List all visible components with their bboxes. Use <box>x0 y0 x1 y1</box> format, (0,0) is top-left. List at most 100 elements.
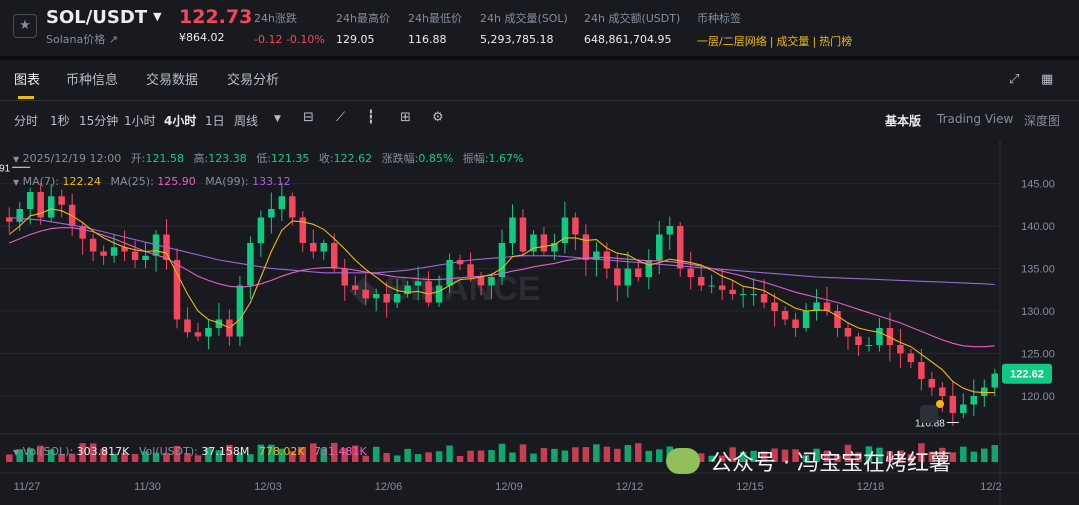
open-value: 121.58 <box>145 152 184 165</box>
volume-bar <box>320 448 328 462</box>
stat-24h-change: 24h涨跌 -0.12 -0.10% <box>254 10 325 46</box>
candle-date: 2025/12/19 12:00 <box>22 152 122 165</box>
volume-bar <box>897 450 904 462</box>
interval-line[interactable]: 分时 <box>14 114 39 128</box>
caret-down-icon: ▼ <box>153 10 162 23</box>
volume-bar <box>614 448 621 462</box>
volume-bar <box>530 453 537 462</box>
stat-24h-volume: 24h 成交量(SOL) 5,293,785.18 <box>480 10 568 46</box>
candle-body <box>614 268 621 286</box>
candle-body <box>289 196 296 218</box>
tab-chart[interactable]: 图表 <box>14 69 40 99</box>
volume-bar <box>456 455 464 462</box>
candle-body <box>928 379 936 388</box>
expand-icon[interactable]: ⤢ <box>1009 72 1020 87</box>
interval-15m[interactable]: 15分钟 <box>79 114 119 128</box>
stat-value: 129.05 <box>336 33 375 46</box>
chart-type-icon[interactable]: ⟋ <box>336 110 346 125</box>
candle-body <box>89 238 97 252</box>
candle-body <box>16 209 23 222</box>
volume-bar <box>708 455 715 462</box>
volume-bar <box>834 455 841 462</box>
star-icon[interactable]: ★ <box>13 14 37 38</box>
volume-bar <box>572 447 579 462</box>
candlestick-chart[interactable]: 145.00 140.00 135.00 130.00 125.00 120.00 ◆ BI… <box>0 140 1079 505</box>
candle-body <box>771 302 778 311</box>
volume-bar <box>718 455 726 462</box>
candle-body <box>676 226 684 269</box>
volume-bar <box>918 443 925 462</box>
candle-body <box>802 311 810 328</box>
tab-trading-analysis[interactable]: 交易分析 <box>227 73 280 88</box>
candle-body <box>247 243 254 286</box>
stat-24h-high: 24h最高价 129.05 <box>336 10 390 46</box>
candle-body <box>205 328 212 337</box>
candle-body <box>362 289 369 299</box>
symbol-selector[interactable]: SOL/USDT ▼ <box>46 7 162 28</box>
interval-1s[interactable]: 1秒 <box>50 114 70 128</box>
interval-4h[interactable]: 4小时 <box>164 114 197 128</box>
caret-down-icon[interactable]: ▼ <box>13 155 20 164</box>
candle-body <box>949 396 957 413</box>
candle-body <box>739 294 747 295</box>
amplitude-value: 1.67% <box>488 152 524 165</box>
volume-bar <box>247 454 254 462</box>
drawing-tools-icon[interactable]: ⊞ <box>400 110 411 125</box>
volume-bar <box>404 448 411 462</box>
candle-style-icon[interactable]: ┇ <box>367 110 375 125</box>
candle-body <box>446 260 453 286</box>
ma25-value: 125.90 <box>157 175 196 188</box>
interval-1w[interactable]: 周线 <box>234 114 259 128</box>
volume-bar <box>771 448 778 462</box>
stat-label: 币种标签 <box>697 12 741 25</box>
volume-bar <box>152 452 160 462</box>
candle-body <box>393 294 401 303</box>
volume-bar <box>435 451 443 462</box>
candle-body <box>687 268 694 277</box>
tag-volume[interactable]: 成交量 <box>776 35 810 48</box>
candle-body <box>372 294 380 299</box>
volume-bar <box>425 452 432 462</box>
candle-body <box>865 345 873 346</box>
caret-down-icon[interactable]: ▼ <box>13 178 20 187</box>
view-depth[interactable]: 深度图 <box>1024 114 1061 128</box>
indicator-icon[interactable]: ⊟ <box>303 110 314 125</box>
candle-body <box>184 319 191 333</box>
candle-body <box>886 328 894 345</box>
layout-grid-icon[interactable]: ▦ <box>1041 72 1054 87</box>
tag-hot[interactable]: 热门榜 <box>819 35 853 48</box>
view-tradingview[interactable]: Trading View <box>937 112 1014 126</box>
settings-gear-icon[interactable]: ⚙ <box>432 110 444 125</box>
candle-body <box>509 217 516 243</box>
view-basic[interactable]: 基本版 <box>885 114 922 128</box>
volume-bar <box>697 453 705 462</box>
volume-bar <box>760 451 768 462</box>
candle-body <box>530 234 537 252</box>
volume-bar <box>310 443 317 462</box>
vol-usdt-value: 37.158M <box>201 445 250 458</box>
volume-bar <box>561 450 569 462</box>
caret-down-icon[interactable]: ▼ <box>13 448 20 457</box>
volume-bar <box>855 452 862 462</box>
coin-price-link[interactable]: Solana价格 ↗ <box>46 33 118 46</box>
tab-coin-info[interactable]: 币种信息 <box>66 73 119 88</box>
ma25-label: MA(25): <box>110 175 154 188</box>
tag-network[interactable]: 一层/二层网络 <box>697 35 767 48</box>
interval-1d[interactable]: 1日 <box>205 114 225 128</box>
stat-24h-low: 24h最低价 116.88 <box>408 10 462 46</box>
candle-body <box>551 243 558 252</box>
candle-body <box>918 362 925 379</box>
volume-bar <box>372 446 380 462</box>
volume-bar <box>792 449 799 462</box>
x-tick-label: 12/06 <box>375 481 403 493</box>
candle-body <box>194 332 202 337</box>
tab-trading-data[interactable]: 交易数据 <box>146 73 199 88</box>
interval-more-icon[interactable]: ▼ <box>274 114 281 124</box>
ma25-line <box>8 227 995 348</box>
interval-1h[interactable]: 1小时 <box>124 114 156 128</box>
candle-body <box>58 196 65 205</box>
volume-bar <box>509 452 516 462</box>
candle-body <box>257 217 265 243</box>
x-tick-label: 12/15 <box>736 481 764 493</box>
candle-body <box>498 243 506 277</box>
